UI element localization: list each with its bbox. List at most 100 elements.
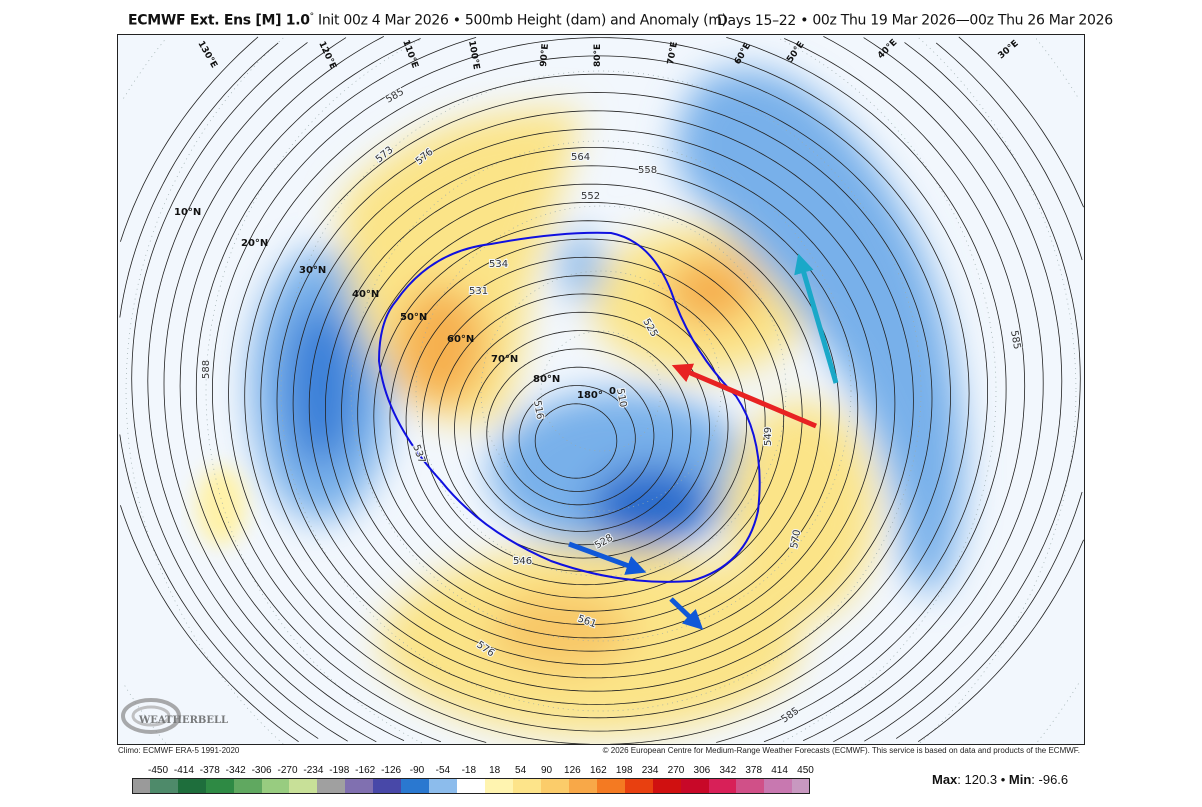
colorbar-swatch	[429, 779, 458, 793]
meridian-label: 0	[609, 386, 616, 397]
lon-label: 50°E	[785, 40, 806, 65]
colorbar-tick-label: 198	[615, 765, 633, 776]
max-label: Max	[932, 772, 958, 787]
height-contour	[228, 55, 970, 732]
colorbar-swatch	[289, 779, 318, 793]
height-contour	[324, 165, 859, 652]
positive-anomaly-core	[491, 591, 631, 671]
colorbar-swatch	[261, 779, 290, 793]
latitude-circle	[350, 140, 852, 642]
colorbar	[132, 778, 810, 794]
lat-label: 60°N	[447, 334, 474, 345]
latitude-circles	[123, 37, 1079, 744]
colorbar-swatch	[233, 779, 262, 793]
height-contour	[163, 36, 1044, 741]
colorbar-tick-label: 342	[719, 765, 737, 776]
height-contour	[120, 36, 1084, 743]
lon-label: 110°E	[400, 39, 419, 70]
height-contour	[131, 42, 1081, 742]
init-time: Init 00z 4 Mar 2026	[318, 12, 449, 29]
contour-label: 570	[789, 529, 803, 550]
lon-label: 30°E	[997, 39, 1021, 62]
contour-label: 552	[581, 191, 600, 202]
negative-anomaly-core	[591, 466, 711, 546]
colorbar-tick-label: 126	[564, 765, 581, 776]
contour-label: 585	[1008, 330, 1022, 351]
max-value: 120.3	[964, 772, 998, 787]
colorbar-swatch	[133, 779, 150, 793]
contour-label: 585	[384, 87, 406, 106]
negative-anomaly-core	[286, 306, 356, 466]
colorbar-tick-label: -198	[329, 765, 350, 776]
contour-label: 588	[201, 360, 212, 379]
latitude-circle	[480, 270, 722, 512]
colorbar-tick-label: -126	[381, 765, 402, 776]
height-contour	[260, 92, 933, 705]
height-contour	[357, 201, 822, 626]
max-min-readout: Max: 120.3 • Min: -96.6	[932, 772, 1069, 787]
contour-label: 510	[614, 388, 628, 409]
map-title: ECMWF Ext. Ens [M] 1.0° Init 00z 4 Mar 2…	[128, 12, 1113, 29]
weatherbell-logo: WEATHERBELL	[121, 698, 228, 734]
height-contour	[244, 73, 951, 719]
colorbar-swatch	[317, 779, 346, 793]
contour-label: 564	[571, 152, 590, 163]
colorbar-swatch	[512, 779, 541, 793]
lon-label: 70°E	[666, 41, 680, 66]
lon-label: 100°E	[466, 40, 481, 71]
height-contour	[518, 385, 636, 492]
colorbar-tick-label: -90	[409, 765, 425, 776]
colorbar-tick-label: -342	[225, 765, 246, 776]
colorbar-tick-label: 306	[693, 765, 711, 776]
colorbar-swatch	[205, 779, 234, 793]
min-label: Min	[1008, 772, 1032, 787]
svg-text:WEATHERBELL: WEATHERBELL	[138, 715, 228, 726]
map-canvas: 10°N 20°N 30°N 40°N 50°N 60°N 70°N 80°N …	[119, 36, 1084, 744]
min-value: -96.6	[1038, 772, 1069, 787]
height-contour	[211, 37, 988, 744]
contour-label: 558	[638, 165, 657, 176]
copyright-note: © 2026 European Centre for Medium-Range …	[602, 746, 1080, 755]
colorbar-tick-label: -306	[251, 765, 272, 776]
colorbar-swatch	[485, 779, 513, 793]
meridian-label: 180°	[577, 390, 603, 401]
latitude-circle	[280, 70, 922, 712]
contour-label: 534	[489, 259, 508, 270]
lon-label: 80°E	[593, 44, 603, 67]
positive-anomaly-core	[396, 286, 486, 406]
colorbar-swatch	[596, 779, 625, 793]
blue-arrow	[568, 541, 647, 575]
positive-anomaly-core	[666, 256, 756, 326]
colorbar-swatch	[401, 779, 430, 793]
colorbar-swatch	[764, 779, 793, 793]
lat-label: 30°N	[299, 265, 326, 276]
colorbar-swatch	[708, 779, 737, 793]
annotation-arrows	[568, 253, 839, 630]
lat-label: 20°N	[241, 238, 268, 249]
colorbar-swatch	[736, 779, 765, 793]
contour-label: 546	[513, 556, 532, 567]
colorbar-swatch	[540, 779, 569, 793]
height-contour	[421, 275, 747, 572]
lon-label: 60°E	[733, 41, 753, 66]
colorbar-tick-label: 234	[641, 765, 659, 776]
height-contour	[405, 256, 766, 586]
colorbar-swatch	[373, 779, 402, 793]
lat-label: 40°N	[352, 289, 379, 300]
lon-label: 90°E	[539, 43, 551, 67]
degree-mark: °	[309, 12, 315, 22]
colorbar-swatch	[149, 779, 178, 793]
height-contour	[486, 348, 673, 519]
colorbar-swatch	[177, 779, 206, 793]
height-contour	[341, 183, 840, 639]
climo-note: Climo: ECMWF ERA-5 1991-2020	[118, 746, 240, 755]
colorbar-swatch	[624, 779, 653, 793]
colorbar-tick-label: -450	[147, 765, 169, 776]
colorbar-swatch	[680, 779, 709, 793]
separator: •	[452, 12, 461, 29]
colorbar-swatch	[792, 779, 810, 793]
lon-label: 40°E	[876, 38, 899, 61]
colorbar-tick-label: 54	[515, 765, 527, 776]
colorbar-tick-label: -54	[435, 765, 451, 776]
model-name: ECMWF Ext. Ens [M] 1.0	[128, 12, 310, 29]
